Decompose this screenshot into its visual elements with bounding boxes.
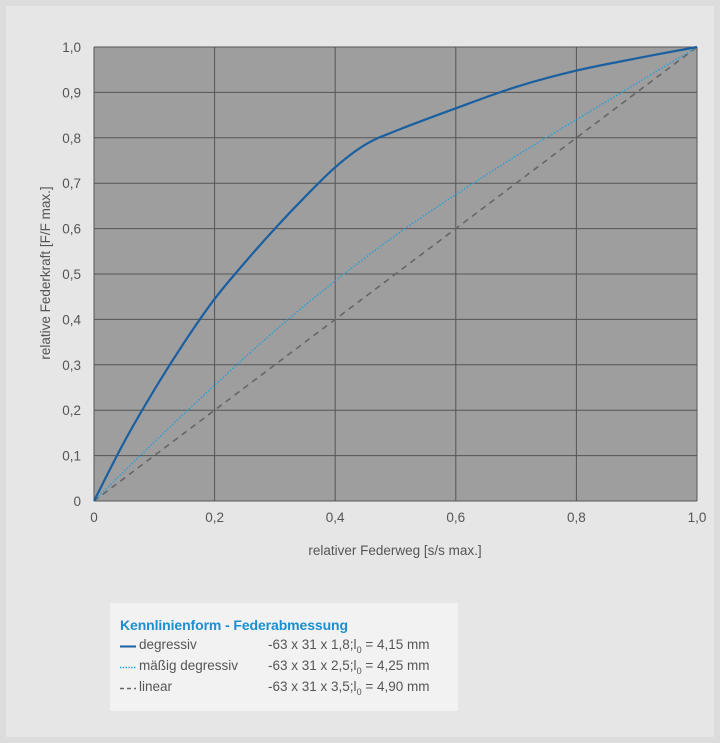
- y-tick-label: 0,2: [62, 403, 81, 418]
- y-tick-label: 0,4: [62, 312, 81, 327]
- y-tick-label: 0,8: [62, 131, 81, 146]
- series-line-solid: [93, 45, 698, 502]
- x-tick-label: 0,8: [567, 510, 586, 525]
- legend-item-maessig-degressiv: mäßig degressiv -63 x 31 x 2,5;l0 = 4,25…: [120, 657, 448, 678]
- legend: Kennlinienform - Federabmessung degressi…: [110, 603, 458, 711]
- legend-title: Kennlinienform - Federabmessung: [120, 617, 348, 633]
- y-tick-label: 0,5: [62, 267, 81, 282]
- y-axis-label: relative Federkraft [F/F max.]: [38, 186, 53, 359]
- legend-dimensions: -63 x 31 x 2,5;l0 = 4,25 mm: [268, 658, 430, 676]
- y-tick-label: 0,3: [62, 358, 81, 373]
- legend-swatch-dotted: [120, 666, 136, 669]
- x-tick-label: 1,0: [688, 510, 707, 525]
- legend-item-linear: linear -63 x 31 x 3,5;l0 = 4,90 mm: [120, 678, 448, 699]
- legend-label: linear: [139, 679, 173, 694]
- x-tick-label: 0: [90, 510, 98, 525]
- y-tick-label: 0,1: [62, 449, 81, 464]
- legend-item-degressiv: degressiv -63 x 31 x 1,8;l0 = 4,15 mm: [120, 636, 448, 657]
- y-tick-label: 0: [73, 494, 81, 509]
- x-tick-label: 0,6: [446, 510, 465, 525]
- y-tick-label: 0,6: [62, 222, 81, 237]
- legend-swatch-dashed: [120, 687, 136, 690]
- series-line-dashed: [93, 46, 698, 502]
- series-lines: [93, 45, 698, 502]
- y-tick-label: 1,0: [62, 40, 81, 55]
- legend-label: degressiv: [139, 637, 197, 652]
- series-line-dotted: [93, 46, 698, 502]
- legend-swatch-solid: [120, 645, 136, 648]
- x-axis-label: relativer Federweg [s/s max.]: [308, 543, 481, 558]
- x-tick-labels: 0 0,2 0,4 0,6 0,8 1,0: [90, 510, 706, 525]
- legend-dimensions: -63 x 31 x 3,5;l0 = 4,90 mm: [268, 679, 430, 697]
- legend-label: mäßig degressiv: [139, 658, 239, 673]
- y-tick-labels: 0 0,1 0,2 0,3 0,4 0,5 0,6 0,7 0,8 0,9 1,0: [62, 40, 81, 509]
- x-tick-label: 0,2: [205, 510, 224, 525]
- x-tick-label: 0,4: [326, 510, 345, 525]
- y-tick-label: 0,7: [62, 176, 81, 191]
- legend-dimensions: -63 x 31 x 1,8;l0 = 4,15 mm: [268, 637, 430, 655]
- y-tick-label: 0,9: [62, 85, 81, 100]
